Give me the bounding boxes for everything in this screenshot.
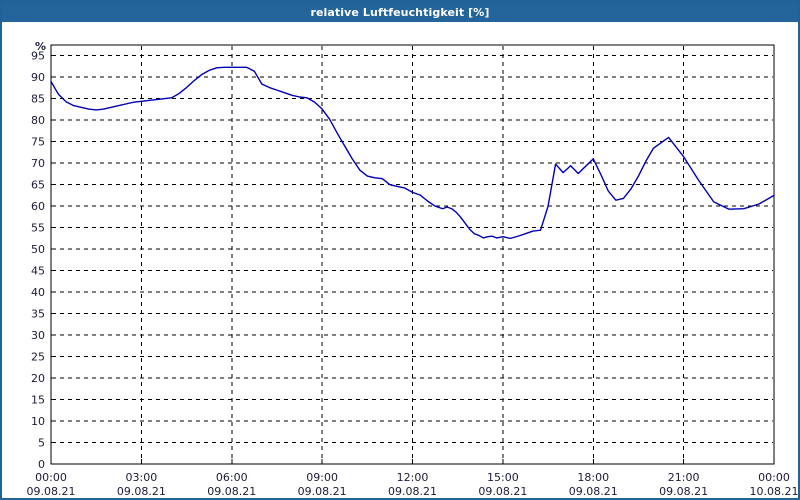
x-axis-tick-time: 09:00 — [306, 471, 338, 484]
y-axis-tick-label: 50 — [31, 243, 45, 256]
x-axis-tick-date: 09.08.21 — [569, 485, 618, 498]
page-title: relative Luftfeuchtigkeit [%] — [310, 5, 490, 19]
y-axis-tick-label: 70 — [31, 157, 45, 170]
y-axis-unit-label: % — [35, 40, 46, 53]
window-title-bar: relative Luftfeuchtigkeit [%] — [2, 2, 798, 22]
y-axis-ticks: 0 5 10 15 20 25 30 35 40 45 50 55 60 65 70 75 80 85 90 95 — [31, 50, 45, 471]
x-axis-tick-date: 09.08.21 — [207, 485, 256, 498]
x-axis-tick-date: 09.08.21 — [298, 485, 347, 498]
x-axis-tick-date: 09.08.21 — [388, 485, 437, 498]
humidity-data-line — [50, 66, 775, 240]
y-axis-tick-label: 60 — [31, 200, 45, 213]
x-axis-tick-time: 00:00 — [758, 471, 790, 484]
x-axis-tick-time: 18:00 — [577, 471, 609, 484]
plot-frame — [50, 44, 775, 465]
grid-lines — [50, 46, 775, 465]
x-axis-tick-time: 21:00 — [668, 471, 700, 484]
x-axis-tick-date: 09.08.21 — [27, 485, 76, 498]
y-axis-tick-label: 15 — [31, 394, 45, 407]
y-axis-tick-label: 5 — [38, 437, 45, 450]
x-axis-tick-time: 12:00 — [397, 471, 429, 484]
y-axis-tick-label: 85 — [31, 93, 45, 106]
x-axis-tick-time: 06:00 — [216, 471, 248, 484]
x-axis-tick-date: 09.08.21 — [659, 485, 708, 498]
y-axis-tick-label: 95 — [31, 50, 45, 63]
y-axis-tick-label: 30 — [31, 329, 45, 342]
y-axis-tick-label: 90 — [31, 71, 45, 84]
x-axis-tick-date: 10.08.21 — [750, 485, 798, 498]
x-axis-tick-time: 15:00 — [487, 471, 519, 484]
x-axis-ticks: 00:0009.08.2103:0009.08.2106:0009.08.210… — [27, 471, 798, 498]
x-axis-tick-time: 03:00 — [126, 471, 158, 484]
y-axis-tick-label: 45 — [31, 265, 45, 278]
y-axis-tick-label: 75 — [31, 136, 45, 149]
y-axis-tick-label: 80 — [31, 114, 45, 127]
x-axis-tick-date: 09.08.21 — [478, 485, 527, 498]
chart-plot-area: 0 5 10 15 20 25 30 35 40 45 50 55 60 65 70 75 80 85 90 95 0… — [2, 22, 798, 498]
y-axis-tick-label: 35 — [31, 308, 45, 321]
y-axis-tick-label: 65 — [31, 179, 45, 192]
y-axis-tick-label: 0 — [38, 458, 45, 471]
humidity-line-chart: 0 5 10 15 20 25 30 35 40 45 50 55 60 65 70 75 80 85 90 95 0… — [27, 40, 798, 498]
x-axis-tick-time: 00:00 — [35, 471, 67, 484]
y-axis-tick-label: 25 — [31, 351, 45, 364]
y-axis-tick-label: 10 — [31, 415, 45, 428]
y-axis-tick-label: 55 — [31, 222, 45, 235]
y-axis-tick-label: 20 — [31, 372, 45, 385]
y-axis-tick-label: 40 — [31, 286, 45, 299]
x-axis-tick-date: 09.08.21 — [117, 485, 166, 498]
